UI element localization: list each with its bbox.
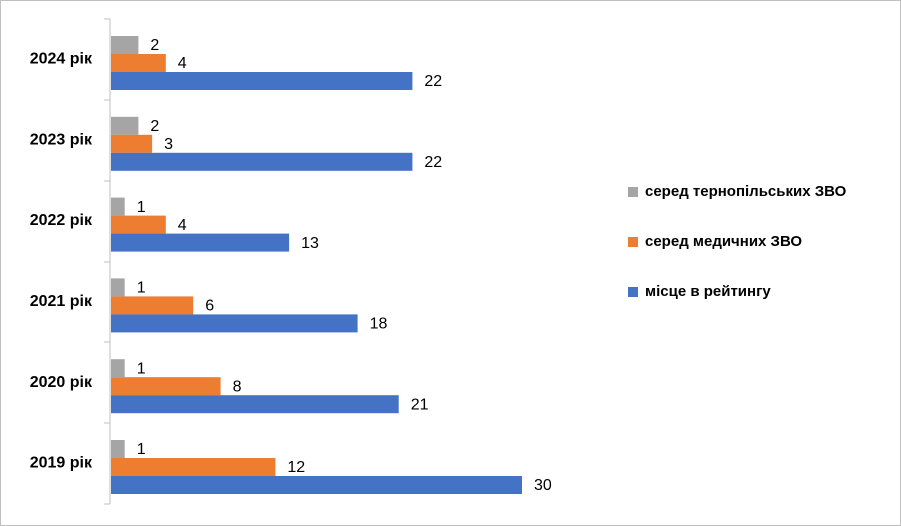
bar: [111, 440, 125, 458]
bar: [111, 197, 125, 216]
bar: [111, 296, 194, 315]
data-label: 1: [137, 360, 146, 377]
data-label: 4: [178, 217, 187, 234]
data-label: 22: [424, 154, 442, 171]
legend-label: місце в рейтингу: [645, 283, 771, 300]
bar: [111, 458, 276, 476]
data-label: 1: [137, 199, 146, 216]
data-label: 1: [137, 280, 146, 297]
category-label: 2023 рік: [30, 131, 93, 148]
bar: [111, 116, 139, 135]
legend-label: серед медичних ЗВО: [645, 233, 802, 250]
data-label: 6: [205, 298, 214, 315]
category-axis: [104, 18, 111, 505]
data-label: 30: [534, 477, 552, 494]
data-label: 13: [301, 235, 319, 252]
legend-swatch: [628, 287, 638, 297]
category-label: 2024 рік: [30, 51, 93, 68]
data-label: 3: [164, 136, 173, 153]
data-label: 8: [233, 378, 242, 395]
bar: [111, 377, 221, 396]
bar: [111, 134, 153, 153]
bar: [111, 278, 125, 297]
category-label: 2019 рік: [30, 455, 93, 472]
data-label: 4: [178, 55, 187, 72]
data-label: 2: [150, 37, 159, 54]
data-label: 21: [411, 396, 429, 413]
legend-swatch: [628, 187, 638, 197]
bar: [111, 72, 413, 90]
bar: [111, 215, 166, 234]
legend-label: серед тернопільських ЗВО: [645, 183, 847, 200]
data-label: 22: [424, 73, 442, 90]
data-label: 1: [137, 441, 146, 458]
bar: [111, 476, 522, 494]
data-label: 12: [287, 459, 305, 476]
category-label: 2022 рік: [30, 212, 93, 229]
bar: [111, 152, 413, 171]
bar: [111, 359, 125, 378]
bar: [111, 54, 166, 72]
bar: [111, 36, 139, 54]
data-label: 18: [370, 316, 388, 333]
legend-swatch: [628, 237, 638, 247]
bar: [111, 314, 358, 333]
data-label: 2: [150, 118, 159, 135]
category-label: 2021 рік: [30, 293, 93, 310]
bar: [111, 395, 399, 414]
category-label: 2020 рік: [30, 374, 93, 391]
bar: [111, 233, 290, 252]
